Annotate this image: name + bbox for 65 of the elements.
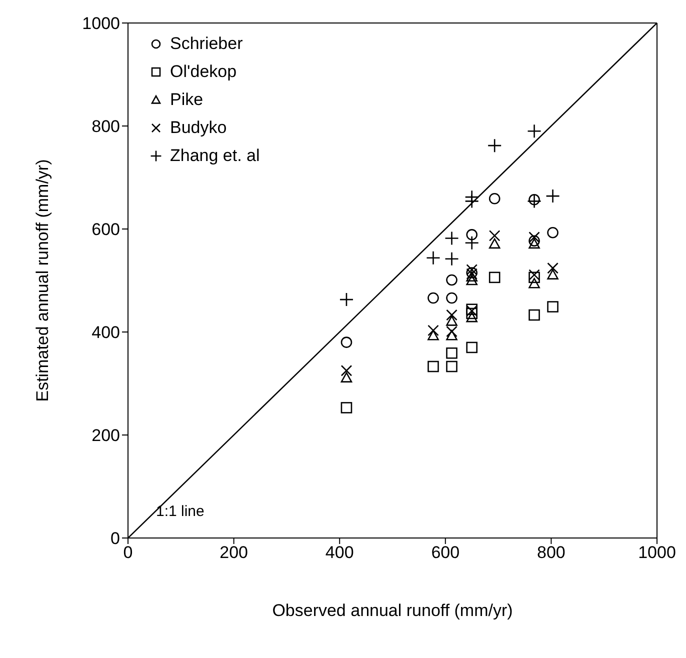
legend-label: Budyko: [170, 117, 227, 139]
point: [466, 342, 478, 354]
point: [444, 231, 459, 246]
point: [487, 138, 502, 153]
legend-label: Pike: [170, 89, 204, 111]
x-tick-label: 800: [537, 543, 566, 562]
point: [488, 238, 500, 249]
y-axis-title: Estimated annual runoff (mm/yr): [33, 159, 52, 402]
x-tick-label: 200: [220, 543, 248, 562]
point: [428, 324, 439, 336]
x-axis-title: Observed annual runoff (mm/yr): [272, 601, 513, 620]
legend-label: Zhang et. al: [170, 145, 260, 167]
point: [528, 309, 540, 321]
point: [340, 372, 352, 382]
point: [340, 364, 352, 376]
point: [464, 236, 479, 250]
point: [340, 402, 352, 414]
point: [339, 292, 354, 307]
point: [528, 238, 540, 249]
point: [466, 271, 478, 282]
point: [446, 292, 458, 304]
point: [488, 192, 500, 204]
y-tick-label: 1000: [82, 14, 120, 34]
point: [547, 301, 558, 312]
y-tick-label: 400: [92, 323, 120, 342]
point: [444, 252, 459, 266]
x-tick-label: 1000: [638, 543, 676, 562]
point: [446, 274, 458, 286]
point: [446, 330, 458, 340]
x-tick-label: 600: [431, 543, 460, 562]
x-tick-label: 0: [123, 543, 133, 562]
point: [528, 272, 540, 284]
point: [547, 269, 558, 280]
point: [428, 330, 439, 340]
legend-label: Ol'dekop: [170, 61, 237, 83]
point: [466, 308, 478, 320]
point: [340, 336, 352, 348]
point: [527, 194, 542, 208]
point: [446, 326, 458, 338]
point: [528, 235, 540, 246]
point: [446, 316, 458, 326]
point: [446, 360, 458, 372]
point: [466, 312, 478, 322]
y-tick-label: 0: [110, 529, 120, 548]
point: [546, 188, 560, 204]
point: [488, 272, 500, 284]
y-tick-label: 200: [92, 426, 120, 446]
point: [446, 347, 458, 359]
point: [547, 226, 558, 238]
point: [428, 292, 439, 304]
point: [428, 360, 439, 372]
series-label: 1:1 line: [156, 503, 204, 520]
y-tick-label: 600: [92, 220, 120, 240]
point: [547, 262, 558, 274]
point: [528, 278, 540, 288]
legend-label: Schrieber: [170, 33, 243, 55]
point: [426, 250, 440, 265]
point: [446, 309, 458, 321]
y-tick-label: 800: [92, 117, 120, 136]
point: [466, 274, 478, 286]
point: [466, 229, 478, 240]
point: [488, 230, 500, 242]
point: [527, 124, 542, 138]
x-tick-label: 400: [325, 543, 354, 562]
point: [528, 194, 540, 206]
